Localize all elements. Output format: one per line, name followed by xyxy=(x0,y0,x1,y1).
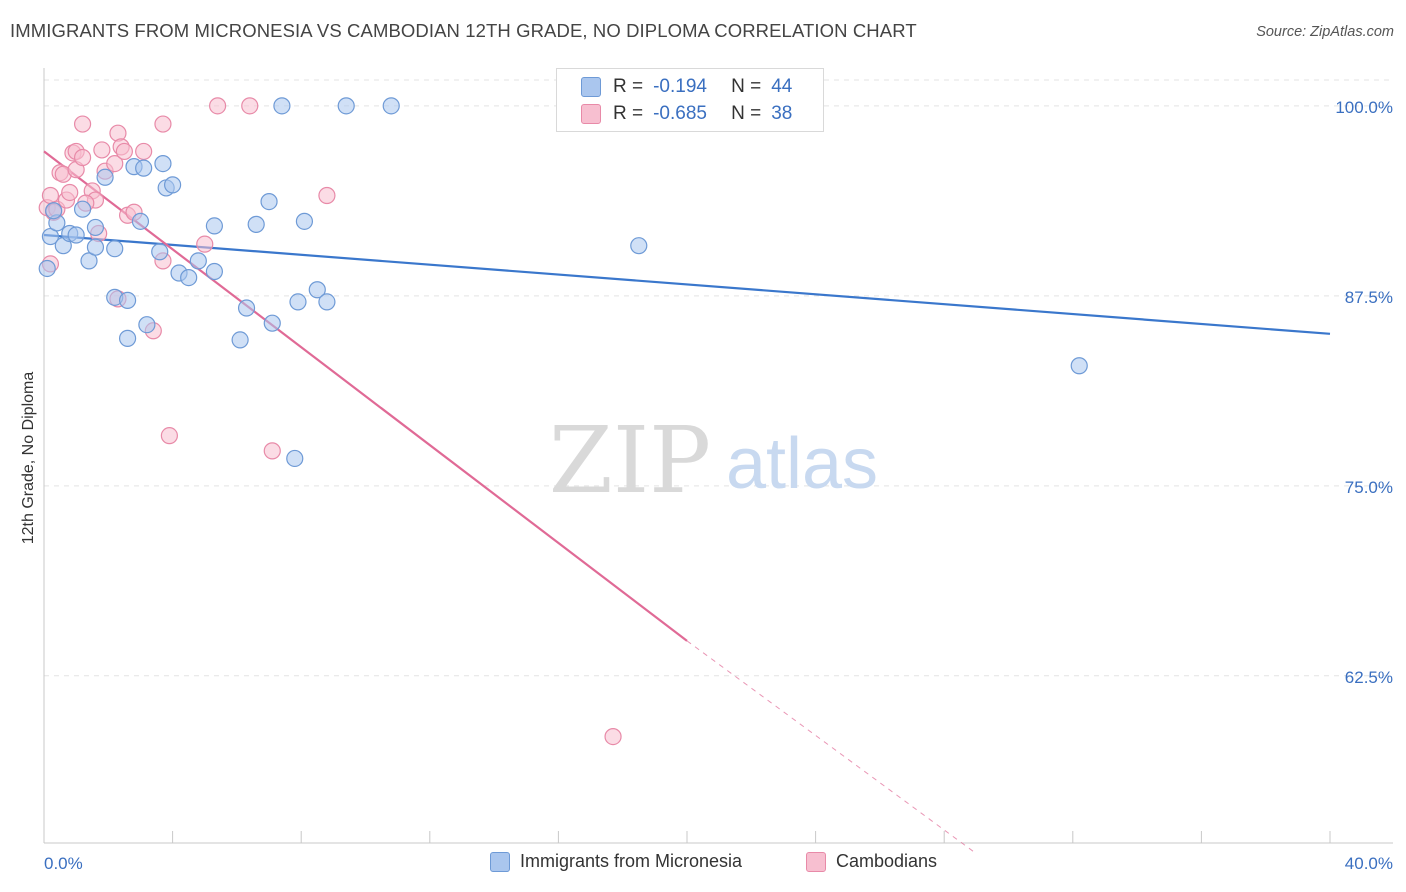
point-micronesia xyxy=(273,97,291,115)
y-tick-label: 87.5% xyxy=(1345,288,1393,307)
legend-r-value-micronesia: -0.194 xyxy=(653,76,707,97)
x-tick-label-max: 40.0% xyxy=(1345,854,1393,873)
point-micronesia xyxy=(45,202,63,220)
legend-n-value-cambodians: 38 xyxy=(771,103,793,124)
axes xyxy=(43,68,1393,844)
point-cambodians xyxy=(241,97,259,115)
point-cambodians xyxy=(135,142,153,161)
point-cambodians xyxy=(196,235,214,253)
source-credit: Source: ZipAtlas.com xyxy=(1256,24,1394,40)
point-micronesia xyxy=(308,281,326,299)
x-tick-label-min: 0.0% xyxy=(44,854,83,873)
point-micronesia xyxy=(286,449,304,468)
trendline-micronesia xyxy=(43,233,1331,335)
legend-swatch-cambodians xyxy=(581,104,601,124)
point-micronesia xyxy=(337,97,355,115)
legend-n-value-micronesia: 44 xyxy=(771,76,793,97)
point-cambodians xyxy=(263,442,281,460)
point-micronesia xyxy=(96,168,114,186)
watermark: ZIP atlas xyxy=(549,407,878,514)
point-micronesia xyxy=(289,293,307,311)
tick-labels: 62.5% 75.0% 87.5% 100.0% 0.0% 40.0% xyxy=(44,98,1393,873)
point-micronesia xyxy=(118,329,137,347)
point-micronesia xyxy=(382,97,400,115)
point-cambodians xyxy=(209,97,227,115)
point-micronesia xyxy=(38,259,56,278)
legend-row-cambodians: R = -0.685 N = 38 xyxy=(557,100,792,128)
point-cambodians xyxy=(93,141,111,159)
point-cambodians xyxy=(73,148,92,167)
point-cambodians xyxy=(106,154,124,173)
watermark-atlas: atlas xyxy=(726,424,878,504)
point-micronesia xyxy=(151,243,169,261)
point-micronesia xyxy=(154,154,172,173)
y-tick-label: 75.0% xyxy=(1345,478,1393,497)
point-micronesia xyxy=(260,192,278,211)
legend-n-label: N = xyxy=(731,103,762,124)
watermark-zip: ZIP xyxy=(549,407,711,514)
data-points xyxy=(38,97,1088,746)
point-micronesia xyxy=(135,159,153,177)
point-micronesia xyxy=(189,252,207,270)
trendlines xyxy=(43,150,1331,855)
point-micronesia xyxy=(86,218,105,237)
legend-row-micronesia: R = -0.194 N = 44 xyxy=(557,73,792,101)
point-cambodians xyxy=(160,427,178,445)
point-cambodians xyxy=(604,728,622,746)
point-micronesia xyxy=(237,299,256,317)
trendline-cambodians xyxy=(43,150,688,642)
legend-r-label: R = xyxy=(613,76,644,97)
point-cambodians xyxy=(318,186,336,205)
legend-swatch-micronesia xyxy=(581,77,601,97)
point-cambodians xyxy=(61,183,79,202)
point-cambodians xyxy=(115,142,133,161)
legend-r-value-cambodians: -0.685 xyxy=(653,103,707,124)
point-micronesia xyxy=(180,268,198,287)
y-tick-label: 62.5% xyxy=(1345,668,1393,687)
point-micronesia xyxy=(106,240,124,258)
point-micronesia xyxy=(118,291,137,309)
point-micronesia xyxy=(138,316,156,334)
point-micronesia xyxy=(263,314,281,332)
point-micronesia xyxy=(1070,357,1088,375)
point-micronesia xyxy=(205,262,223,281)
trendline-cambodians-extension xyxy=(686,640,977,855)
series-legend-cambodians[interactable]: Cambodians xyxy=(806,851,937,872)
chart-title: IMMIGRANTS FROM MICRONESIA VS CAMBODIAN … xyxy=(10,20,917,41)
legend-r-label: R = xyxy=(613,103,644,124)
point-micronesia xyxy=(295,212,314,230)
stats-legend: R = -0.194 N = 44 R = -0.685 N = 38 xyxy=(556,68,824,132)
point-micronesia xyxy=(86,238,105,256)
series-label-micronesia: Immigrants from Micronesia xyxy=(520,851,743,871)
point-micronesia xyxy=(630,237,648,255)
series-legend-micronesia[interactable]: Immigrants from Micronesia xyxy=(490,851,742,872)
point-micronesia xyxy=(164,176,182,194)
point-micronesia xyxy=(318,293,336,311)
gridlines xyxy=(44,79,1393,677)
series-label-cambodians: Cambodians xyxy=(836,851,938,871)
point-micronesia xyxy=(73,200,92,218)
point-micronesia xyxy=(247,215,265,233)
point-micronesia xyxy=(231,331,249,349)
point-micronesia xyxy=(205,217,223,235)
legend-n-label: N = xyxy=(731,76,762,97)
point-cambodians xyxy=(73,115,92,133)
series-swatch-micronesia xyxy=(490,851,510,872)
point-cambodians xyxy=(154,115,172,133)
point-micronesia xyxy=(131,212,150,230)
point-micronesia xyxy=(67,226,85,244)
series-swatch-cambodians xyxy=(806,851,826,872)
y-tick-label: 100.0% xyxy=(1335,98,1393,117)
